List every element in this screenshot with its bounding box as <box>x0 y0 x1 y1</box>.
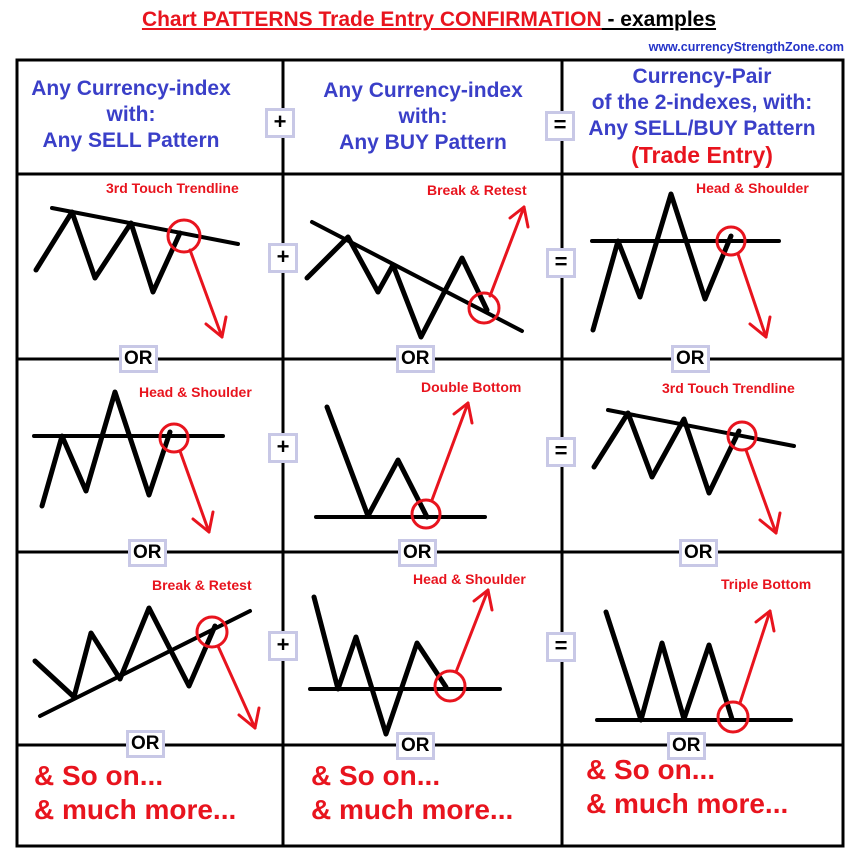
header-line: Any BUY Pattern <box>339 131 507 154</box>
sell-arrow <box>736 252 768 339</box>
header-line: Any SELL/BUY Pattern <box>588 117 816 140</box>
or-label: OR <box>128 539 167 567</box>
pattern-r3c2 <box>308 588 502 737</box>
so-on-line: & So on... <box>34 760 164 791</box>
pattern-r1c1 <box>33 206 240 339</box>
sell-arrow <box>216 644 257 730</box>
pattern-r1c2 <box>304 205 530 340</box>
trendline <box>38 609 252 718</box>
equals-operator: = <box>545 111 575 141</box>
header-line: Any Currency-index <box>31 77 231 100</box>
sell-arrow <box>178 449 211 534</box>
website-url: www.currencyStrengthZone.com <box>648 40 844 54</box>
grid-lines <box>15 58 845 848</box>
pattern-label: 3rd Touch Trendline <box>662 380 795 396</box>
buy-arrow <box>738 609 772 705</box>
header-line: of the 2-indexes, with: <box>591 91 813 114</box>
pattern-label: Triple Bottom <box>721 576 812 592</box>
plus-operator: + <box>268 631 298 661</box>
or-label: OR <box>671 345 710 373</box>
price-path <box>324 404 430 520</box>
entry-circle <box>410 498 442 530</box>
or-label: OR <box>398 539 437 567</box>
price-path <box>603 609 735 723</box>
header-line: Currency-Pair <box>632 65 772 88</box>
entry-circle <box>467 291 501 325</box>
so-on-text: & So on... & much more... <box>586 753 788 821</box>
header-currency-pair: Currency-Pair of the 2-indexes, with: An… <box>566 64 838 168</box>
header-line: Any SELL Pattern <box>42 129 220 152</box>
trendline <box>50 206 240 246</box>
header-line: with: <box>398 105 448 128</box>
so-on-text: & So on... & much more... <box>34 759 236 827</box>
much-more-line: & much more... <box>586 788 789 819</box>
pattern-label: Head & Shoulder <box>413 571 526 587</box>
much-more-line: & much more... <box>34 794 237 825</box>
entry-circle <box>433 669 467 703</box>
price-path <box>311 594 449 737</box>
buy-arrow <box>488 205 526 298</box>
pattern-label: Break & Retest <box>427 182 527 198</box>
so-on-line: & So on... <box>311 760 441 791</box>
header-sell-index: Any Currency-index with: Any SELL Patter… <box>20 76 242 154</box>
price-path <box>33 209 183 295</box>
trendline <box>606 408 796 448</box>
entry-circle <box>715 225 747 257</box>
price-path <box>32 605 218 700</box>
pattern-r2c3 <box>591 408 796 535</box>
header-line: Any Currency-index <box>323 79 523 102</box>
price-path <box>591 410 742 496</box>
title-suffix: - examples <box>601 8 717 31</box>
entry-circle <box>726 420 758 452</box>
so-on-line: & So on... <box>586 754 716 785</box>
sell-arrow <box>744 448 778 535</box>
buy-arrow <box>454 588 490 674</box>
pattern-r2c1 <box>32 389 225 534</box>
pattern-label: Break & Retest <box>152 577 252 593</box>
header-line: with: <box>106 103 156 126</box>
or-label: OR <box>679 539 718 567</box>
equals-operator: = <box>546 248 576 278</box>
header-buy-index: Any Currency-index with: Any BUY Pattern <box>306 78 540 156</box>
pattern-label: Double Bottom <box>421 379 522 395</box>
or-label: OR <box>396 345 435 373</box>
entry-circle <box>158 422 190 454</box>
entry-circle <box>716 700 750 734</box>
or-label: OR <box>667 732 706 760</box>
pattern-r3c1 <box>32 605 261 730</box>
pattern-r3c3 <box>595 609 793 734</box>
page-title: Chart PATTERNS Trade Entry CONFIRMATION … <box>0 8 858 32</box>
plus-operator: + <box>268 243 298 273</box>
pattern-r2c2 <box>314 401 487 530</box>
trade-entry-label: (Trade Entry) <box>631 142 773 168</box>
price-path <box>590 191 734 333</box>
pattern-label: Head & Shoulder <box>139 384 252 400</box>
much-more-line: & much more... <box>311 794 514 825</box>
equals-operator: = <box>546 632 576 662</box>
price-path <box>39 389 173 509</box>
sell-arrow <box>188 248 224 339</box>
so-on-text: & So on... & much more... <box>311 759 513 827</box>
plus-operator: + <box>265 108 295 138</box>
or-label: OR <box>126 730 165 758</box>
entry-circle <box>166 218 202 254</box>
title-main: Chart PATTERNS Trade Entry CONFIRMATION <box>141 8 602 31</box>
entry-circle <box>195 615 229 649</box>
or-label: OR <box>119 345 158 373</box>
pattern-r1c3 <box>590 191 781 339</box>
equals-operator: = <box>546 437 576 467</box>
price-path <box>304 234 490 340</box>
pattern-label: 3rd Touch Trendline <box>106 180 239 196</box>
buy-arrow <box>430 401 470 502</box>
or-label: OR <box>396 732 435 760</box>
plus-operator: + <box>268 433 298 463</box>
pattern-label: Head & Shoulder <box>696 180 809 196</box>
